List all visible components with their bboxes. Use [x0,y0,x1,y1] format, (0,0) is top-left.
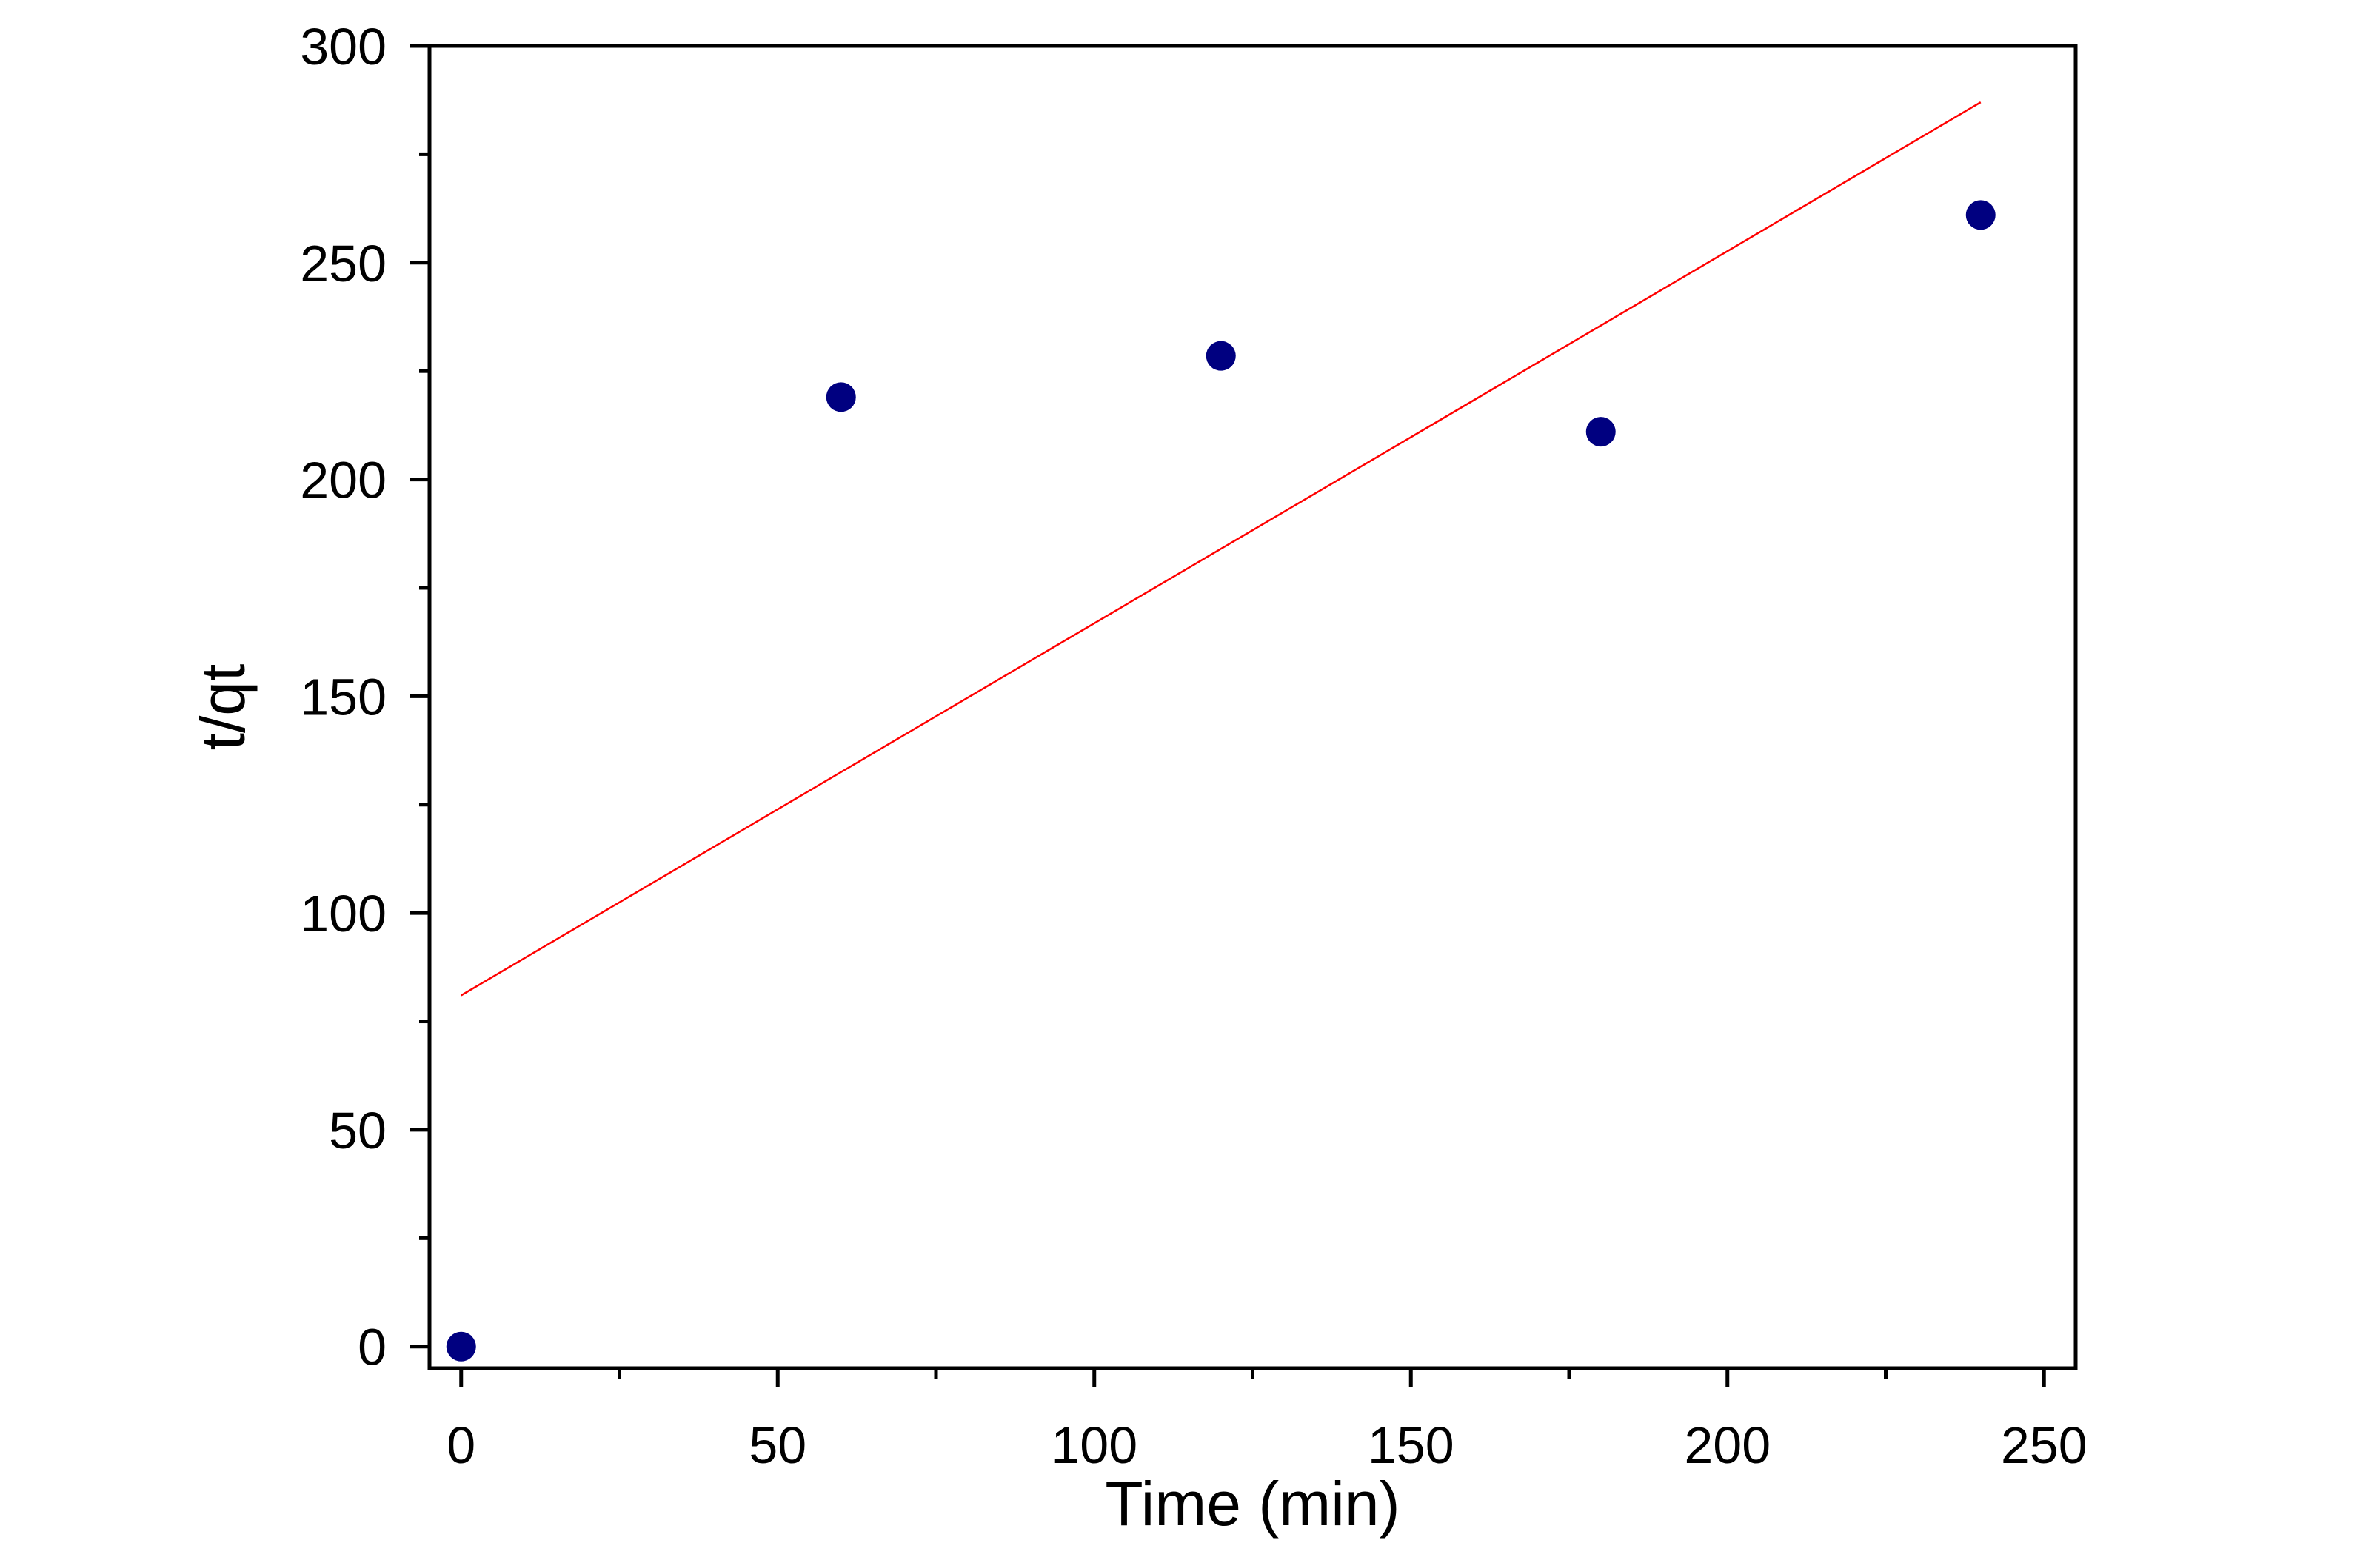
x-tick-label: 150 [1368,1416,1454,1474]
fit-line [461,101,1982,997]
tick-labels: 0 50 100 150 200 250 0 50 100 150 200 250 300 [300,18,2087,1474]
x-tick-label: 0 [447,1416,475,1474]
data-point [1585,417,1616,447]
y-axis-title: t/qt [188,664,258,751]
data-point [446,1331,476,1362]
y-tick-label: 150 [300,668,387,726]
y-tick-label: 100 [300,885,387,943]
y-tick-label: 300 [300,18,387,76]
x-axis-title: Time (min) [1105,1469,1400,1539]
y-tick-label: 50 [329,1102,387,1159]
y-tick-label: 0 [358,1319,387,1376]
y-tick-label: 250 [300,235,387,292]
plot-frame [427,44,2078,1370]
y-tick-label: 200 [300,452,387,509]
data-point [1206,341,1236,371]
data-point [1965,200,1996,230]
axis-ticks [410,44,2046,1387]
x-tick-label: 200 [1684,1416,1771,1474]
x-tick-label: 250 [2001,1416,2087,1474]
x-tick-label: 50 [749,1416,806,1474]
x-tick-label: 100 [1051,1416,1137,1474]
plot-series [446,101,1996,1362]
data-point [826,382,856,412]
